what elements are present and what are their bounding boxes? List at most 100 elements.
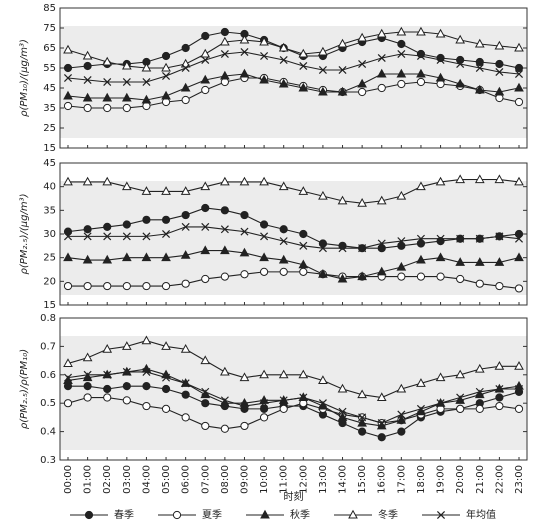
panel-shade	[60, 181, 527, 295]
marker	[299, 267, 308, 276]
marker	[436, 399, 445, 408]
marker	[278, 78, 289, 88]
x-tick-label: 22:00	[494, 465, 505, 494]
marker	[358, 244, 367, 253]
marker	[514, 97, 524, 107]
marker	[514, 69, 524, 79]
marker	[63, 73, 73, 83]
legend-label: 秋季	[290, 508, 310, 521]
x-tick-label: 02:00	[102, 465, 113, 494]
marker	[142, 232, 151, 241]
marker	[357, 389, 367, 399]
marker	[397, 241, 406, 250]
marker	[456, 274, 465, 284]
marker	[376, 266, 387, 276]
marker	[240, 227, 249, 236]
marker	[141, 186, 152, 195]
marker	[239, 247, 250, 257]
marker	[494, 361, 505, 370]
x-tick-label: 18:00	[416, 465, 427, 494]
legend-label: 年均值	[466, 508, 496, 521]
marker	[337, 383, 348, 393]
y-tick-label: 20	[43, 276, 56, 287]
series-line	[67, 371, 519, 424]
marker	[220, 366, 230, 376]
marker	[338, 241, 347, 250]
marker	[298, 369, 309, 379]
marker	[514, 229, 524, 239]
marker	[220, 272, 229, 281]
x-tick-label: 10:00	[259, 465, 270, 494]
marker	[495, 59, 504, 69]
marker	[299, 241, 308, 250]
marker	[103, 281, 112, 291]
marker	[475, 404, 484, 413]
marker	[82, 50, 93, 60]
marker	[455, 257, 466, 266]
marker	[63, 176, 73, 186]
marker	[201, 387, 210, 396]
marker	[239, 176, 250, 186]
marker	[299, 61, 308, 71]
marker	[162, 229, 171, 239]
x-tick-label: 13:00	[318, 465, 329, 494]
marker	[161, 62, 171, 72]
y-tick-label: 40	[43, 182, 56, 193]
y-tick-label: 15	[43, 143, 56, 154]
marker	[63, 399, 73, 408]
marker	[240, 47, 249, 57]
y-tick-label: 0.5	[40, 398, 56, 409]
x-tick-label: 19:00	[436, 465, 447, 494]
marker	[338, 407, 347, 416]
marker	[475, 279, 484, 288]
panel-shade	[60, 336, 527, 450]
marker	[122, 396, 131, 405]
marker	[239, 68, 250, 78]
marker	[63, 373, 73, 382]
panel-frame	[59, 317, 528, 461]
marker	[121, 341, 132, 350]
marker	[416, 181, 426, 191]
legend-marker	[84, 510, 94, 520]
y-tick-label: 35	[43, 205, 56, 216]
marker	[494, 174, 505, 184]
marker	[83, 232, 92, 241]
marker	[181, 279, 190, 288]
marker	[121, 252, 132, 262]
marker	[495, 384, 504, 394]
x-tick-label: 12:00	[298, 465, 309, 494]
marker	[397, 79, 406, 89]
marker	[83, 61, 92, 71]
marker	[259, 220, 269, 229]
y-axis-label: ρ(PM₁₀)/(μg/m³)	[19, 39, 30, 117]
marker	[495, 281, 504, 291]
y-tick-label: 0.8	[40, 313, 56, 324]
marker	[220, 176, 230, 186]
marker	[82, 176, 93, 186]
y-tick-label: 45	[43, 158, 56, 169]
marker	[63, 63, 73, 73]
marker	[161, 384, 171, 394]
marker	[279, 225, 288, 234]
marker	[122, 367, 131, 376]
marker	[435, 176, 446, 186]
marker	[220, 70, 230, 80]
marker	[357, 417, 367, 427]
marker	[514, 284, 524, 293]
y-tick-label: 0.6	[40, 370, 56, 381]
marker	[357, 78, 367, 88]
marker	[220, 27, 229, 37]
x-tick-label: 08:00	[220, 465, 231, 494]
marker	[103, 103, 112, 113]
marker	[396, 190, 407, 200]
marker	[181, 43, 190, 53]
marker	[416, 51, 425, 61]
marker	[142, 401, 151, 411]
marker	[200, 74, 211, 84]
x-tick-label: 11:00	[279, 465, 290, 494]
marker	[436, 55, 445, 65]
y-tick-label: 75	[43, 23, 56, 34]
marker	[240, 210, 249, 220]
marker	[220, 245, 230, 255]
marker	[181, 210, 190, 220]
